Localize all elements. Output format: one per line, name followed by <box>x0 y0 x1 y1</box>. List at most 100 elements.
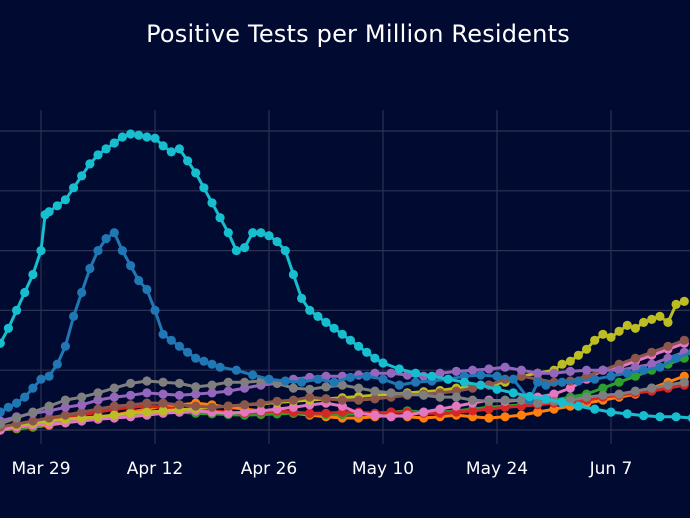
series-layer <box>0 129 690 435</box>
data-point <box>411 368 421 378</box>
data-point <box>191 382 201 392</box>
data-point <box>427 371 437 381</box>
data-point <box>3 323 14 333</box>
data-point <box>166 147 176 157</box>
data-point <box>565 383 575 393</box>
data-point <box>476 380 486 390</box>
data-point <box>240 407 250 417</box>
data-point <box>492 371 502 381</box>
data-point <box>573 350 584 360</box>
data-point <box>590 374 600 384</box>
data-point <box>419 407 429 417</box>
data-point <box>354 341 364 351</box>
data-point <box>158 329 168 339</box>
data-point <box>207 198 217 208</box>
data-point <box>500 412 510 422</box>
data-point <box>614 389 624 399</box>
data-point <box>557 377 567 387</box>
data-point <box>402 389 412 399</box>
data-point <box>126 400 136 410</box>
data-point <box>142 132 152 142</box>
data-point <box>109 383 119 393</box>
data-point <box>329 323 339 333</box>
data-point <box>655 412 665 422</box>
data-point <box>663 317 673 327</box>
data-point <box>337 380 347 390</box>
data-point <box>582 392 592 402</box>
data-point <box>573 376 584 386</box>
x-tick-label: Apr 26 <box>241 459 297 479</box>
data-point <box>370 368 380 378</box>
data-point <box>280 376 290 386</box>
data-point <box>614 365 624 375</box>
data-point <box>134 275 144 286</box>
data-point <box>158 398 168 408</box>
data-point <box>191 401 201 411</box>
data-point <box>435 368 445 378</box>
data-point <box>508 388 518 398</box>
data-point <box>297 377 307 387</box>
data-point <box>468 395 478 405</box>
data-point <box>321 394 331 404</box>
data-point <box>101 234 111 244</box>
data-point <box>28 383 38 393</box>
data-point <box>484 364 494 374</box>
data-point <box>134 130 144 140</box>
data-point <box>606 371 616 381</box>
data-point <box>378 358 388 368</box>
data-point <box>77 287 87 298</box>
data-point <box>411 377 421 387</box>
data-point <box>28 269 38 280</box>
data-point <box>386 368 396 378</box>
data-point <box>606 332 616 342</box>
data-point <box>223 386 233 396</box>
data-point <box>582 344 592 354</box>
data-point <box>321 382 331 392</box>
data-point <box>272 396 282 406</box>
data-point <box>109 401 119 411</box>
data-point <box>639 317 649 327</box>
data-point <box>647 314 657 324</box>
data-point <box>44 401 54 411</box>
data-point <box>655 362 665 372</box>
data-point <box>639 365 649 375</box>
data-point <box>231 365 241 375</box>
data-point <box>158 389 168 399</box>
data-point <box>484 404 494 414</box>
data-point <box>93 404 103 414</box>
data-point <box>231 246 241 256</box>
data-point <box>240 400 250 410</box>
data-point <box>126 261 136 271</box>
data-point <box>191 389 201 399</box>
data-point <box>60 410 70 420</box>
data-point <box>679 296 689 306</box>
data-point <box>614 326 624 336</box>
data-point <box>166 335 176 345</box>
data-point <box>622 320 632 330</box>
data-point <box>321 317 331 327</box>
data-point <box>93 395 103 405</box>
data-point <box>305 384 315 394</box>
data-point <box>191 168 201 178</box>
data-point <box>451 366 461 376</box>
data-point <box>158 406 168 416</box>
data-point <box>516 395 527 405</box>
data-point <box>109 410 119 420</box>
data-point <box>435 392 445 402</box>
data-point <box>174 390 184 400</box>
data-point <box>248 370 258 380</box>
data-point <box>565 356 575 366</box>
data-point <box>215 362 225 372</box>
data-point <box>354 395 364 405</box>
data-point <box>69 311 79 321</box>
data-point <box>36 246 46 256</box>
data-point <box>12 413 22 423</box>
data-point <box>256 398 266 408</box>
data-point <box>93 150 103 160</box>
data-point <box>402 410 412 420</box>
data-point <box>183 156 193 166</box>
data-point <box>142 388 152 398</box>
data-point <box>44 413 54 423</box>
data-point <box>60 395 70 405</box>
series-blue <box>0 228 690 417</box>
